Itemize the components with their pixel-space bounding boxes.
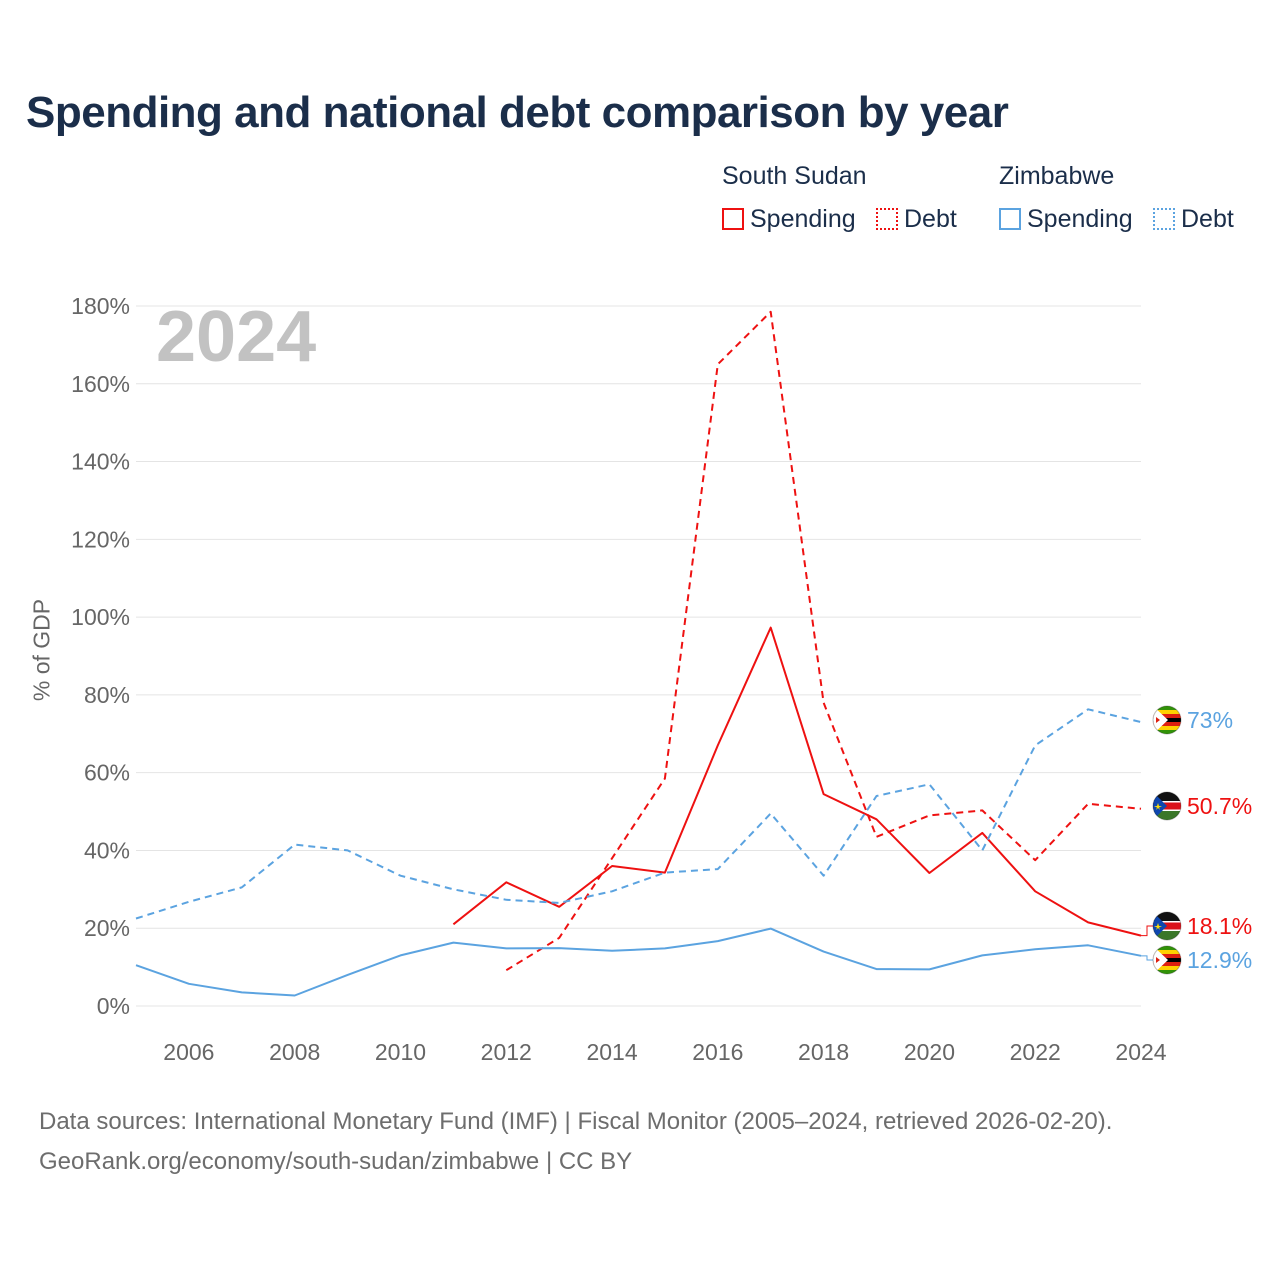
- y-tick-label: 100%: [71, 604, 130, 630]
- zimbabwe-flag-icon: [1153, 706, 1181, 734]
- legend-swatch-south-sudan-spending: [722, 208, 744, 230]
- year-watermark: 2024: [156, 297, 317, 377]
- legend-label: Debt: [1181, 204, 1234, 233]
- footer-attribution: GeoRank.org/economy/south-sudan/zimbabwe…: [39, 1148, 633, 1175]
- x-tick-label: 2012: [481, 1039, 532, 1065]
- x-tick-label: 2024: [1115, 1039, 1166, 1065]
- y-tick-label: 60%: [84, 760, 130, 786]
- y-tick-label: 120%: [71, 526, 130, 552]
- y-tick-label: 80%: [84, 682, 130, 708]
- x-tick-label: 2020: [904, 1039, 955, 1065]
- end-value-label: 12.9%: [1187, 947, 1252, 973]
- legend-swatch-zimbabwe-spending: [999, 208, 1021, 230]
- legend-zimbabwe-title: Zimbabwe: [999, 162, 1115, 190]
- x-tick-label: 2022: [1010, 1039, 1061, 1065]
- x-tick-label: 2018: [798, 1039, 849, 1065]
- end-connector: [1141, 955, 1153, 961]
- legend-zimbabwe-spending[interactable]: Spending: [999, 204, 1133, 234]
- x-tick-label: 2014: [586, 1039, 637, 1065]
- zimbabwe-flag-icon: [1153, 946, 1181, 974]
- series-line-south-sudan-spending: [452, 626, 1142, 937]
- end-connector: [1141, 925, 1153, 937]
- y-tick-label: 20%: [84, 915, 130, 941]
- y-tick-label: 180%: [71, 293, 130, 319]
- south-sudan-flag-icon: [1153, 912, 1181, 940]
- y-tick-label: 140%: [71, 449, 130, 475]
- zimbabwe-flag-outline: [1152, 945, 1182, 975]
- legend-south-sudan-debt[interactable]: Debt: [876, 204, 957, 234]
- y-axis-title: % of GDP: [28, 598, 55, 702]
- series-line-zimbabwe-debt: [135, 708, 1142, 920]
- legend-swatch-zimbabwe-debt: [1153, 208, 1175, 230]
- end-value-label: 50.7%: [1187, 793, 1252, 819]
- end-value-label: 18.1%: [1187, 913, 1252, 939]
- y-tick-label: 160%: [71, 371, 130, 397]
- zimbabwe-flag-outline: [1152, 705, 1182, 735]
- legend-south-sudan-title: South Sudan: [722, 162, 867, 190]
- x-tick-label: 2010: [375, 1039, 426, 1065]
- x-tick-label: 2008: [269, 1039, 320, 1065]
- legend-zimbabwe-debt[interactable]: Debt: [1153, 204, 1234, 234]
- series-line-south-sudan-debt: [505, 310, 1142, 972]
- chart-title: Spending and national debt comparison by…: [26, 88, 1009, 137]
- series-line-zimbabwe-spending: [135, 927, 1142, 997]
- x-tick-label: 2016: [692, 1039, 743, 1065]
- south-sudan-flag-outline: [1152, 791, 1182, 821]
- legend-label: Spending: [1027, 204, 1133, 233]
- y-tick-label: 40%: [84, 837, 130, 863]
- legend-label: Debt: [904, 204, 957, 233]
- south-sudan-flag-icon: [1153, 792, 1181, 820]
- legend-label: Spending: [750, 204, 856, 233]
- legend-swatch-south-sudan-debt: [876, 208, 898, 230]
- y-tick-label: 0%: [97, 993, 130, 1019]
- south-sudan-flag-outline: [1152, 911, 1182, 941]
- legend-south-sudan-spending[interactable]: Spending: [722, 204, 856, 234]
- footer-sources: Data sources: International Monetary Fun…: [39, 1108, 1113, 1135]
- end-value-label: 73%: [1187, 707, 1233, 733]
- x-tick-label: 2006: [163, 1039, 214, 1065]
